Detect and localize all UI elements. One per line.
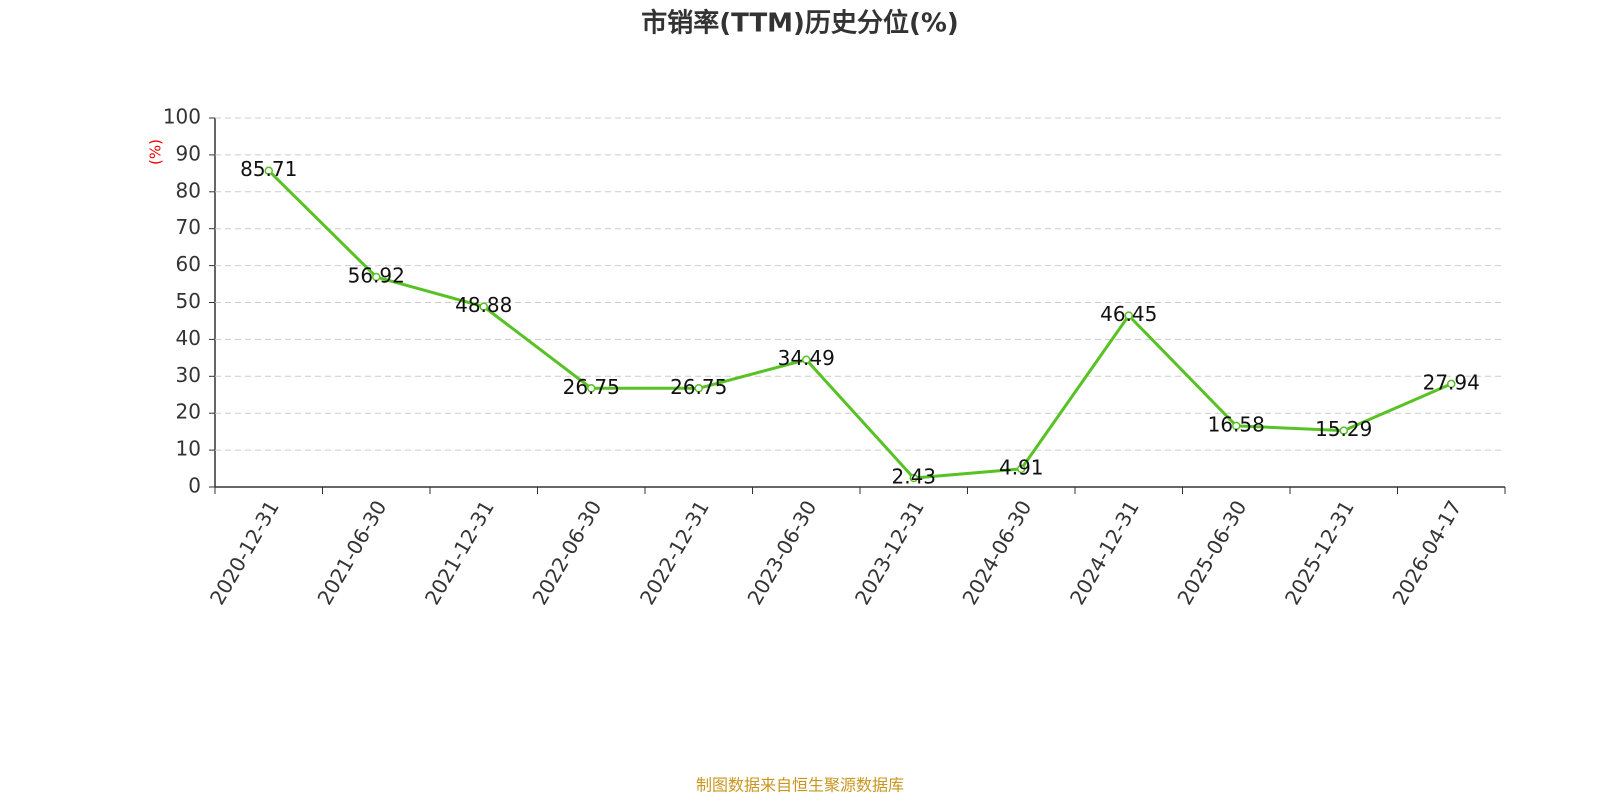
data-label: 48.88 — [455, 293, 512, 317]
x-tick-label: 2023-06-30 — [742, 496, 821, 609]
data-point — [1447, 379, 1456, 389]
y-tick-label: 70 — [176, 215, 201, 239]
y-tick-label: 50 — [176, 289, 201, 313]
x-tick-label: 2025-06-30 — [1172, 496, 1251, 609]
x-tick-label: 2020-12-31 — [205, 496, 284, 609]
data-point — [1017, 464, 1026, 474]
data-point — [587, 384, 596, 393]
x-tick-label: 2022-12-31 — [635, 496, 714, 609]
data-label: 26.75 — [670, 375, 727, 399]
data-point — [802, 355, 811, 364]
data-point — [909, 473, 918, 483]
x-tick-label: 2021-06-30 — [312, 496, 391, 609]
series-line — [267, 169, 1452, 480]
data-label: 26.75 — [563, 375, 620, 399]
data-label: 46.45 — [1100, 302, 1157, 326]
y-tick-label: 30 — [176, 363, 201, 387]
data-point — [479, 302, 488, 311]
y-tick-label: 80 — [176, 178, 201, 202]
y-tick-label: 0 — [188, 474, 201, 498]
data-point — [1232, 421, 1241, 431]
x-tick-label: 2025-12-31 — [1280, 496, 1359, 609]
data-point — [372, 272, 381, 282]
y-axis-label: (%) — [147, 139, 165, 165]
y-tick-label: 40 — [176, 326, 201, 350]
y-tick-label: 20 — [176, 400, 201, 424]
x-tick-label: 2024-06-30 — [957, 496, 1036, 609]
x-tick-label: 2023-12-31 — [850, 496, 929, 609]
data-label: 15.29 — [1315, 417, 1372, 441]
data-label: 2.43 — [891, 465, 936, 489]
y-tick-label: 10 — [176, 437, 201, 461]
y-tick-label: 90 — [176, 141, 201, 165]
y-tick-label: 100 — [163, 105, 201, 129]
data-label: 4.91 — [999, 455, 1044, 479]
chart-title: 市销率(TTM)历史分位(%) — [641, 8, 959, 39]
data-point — [1124, 311, 1133, 320]
source-note: 制图数据来自恒生聚源数据库 — [696, 776, 904, 795]
x-tick-label: 2026-04-17 — [1387, 496, 1466, 609]
data-label: 56.92 — [348, 263, 405, 287]
x-tick-label: 2021-12-31 — [420, 496, 499, 609]
data-point — [264, 166, 273, 175]
data-label: 16.58 — [1208, 412, 1265, 436]
data-label: 85.71 — [240, 157, 297, 181]
data-point — [1339, 426, 1348, 435]
x-tick-label: 2024-12-31 — [1065, 496, 1144, 609]
y-tick-label: 60 — [176, 252, 201, 276]
x-tick-label: 2022-06-30 — [527, 496, 606, 609]
data-point — [694, 384, 703, 393]
data-label: 34.49 — [778, 346, 835, 370]
data-label: 27.94 — [1423, 370, 1480, 394]
